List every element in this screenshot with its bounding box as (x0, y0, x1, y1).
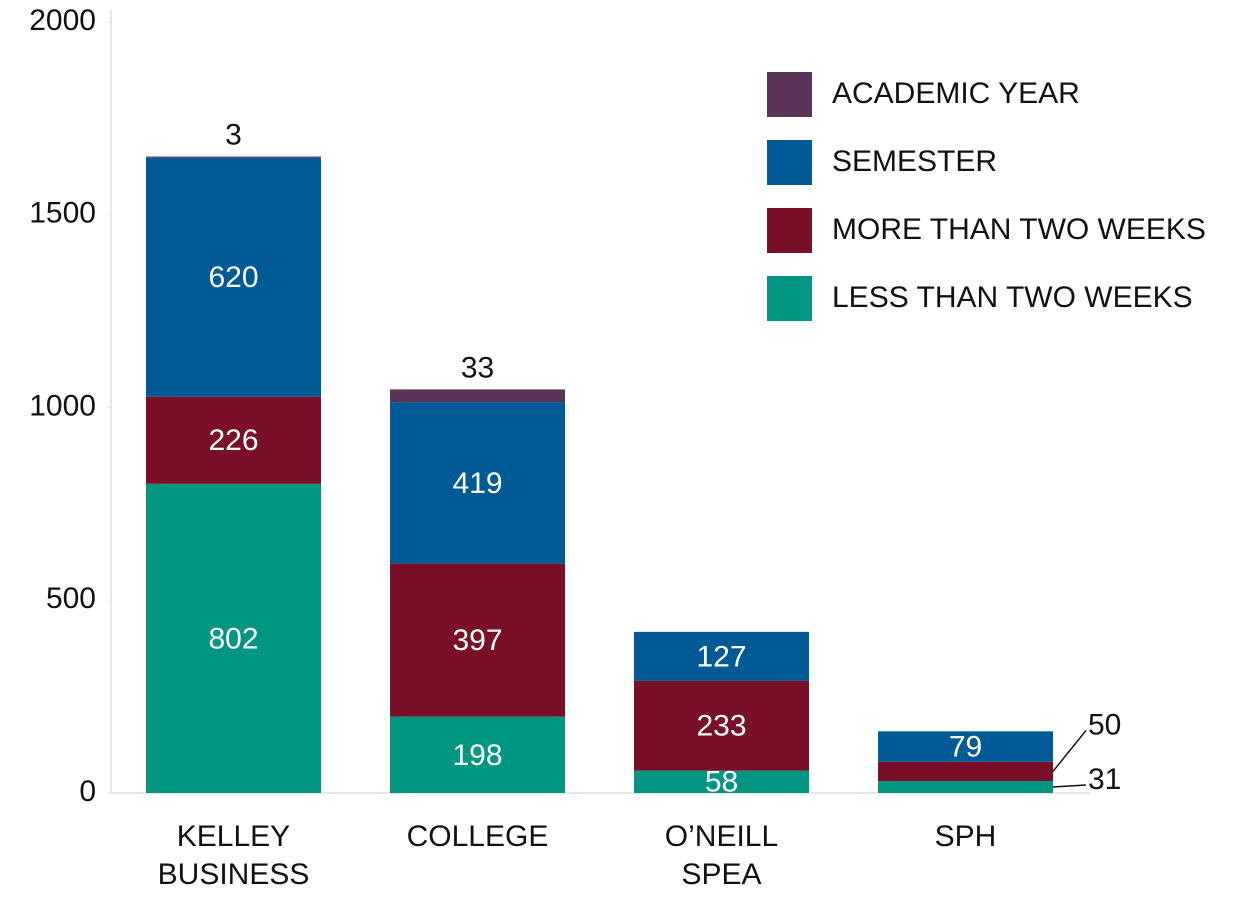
legend-label: LESS THAN TWO WEEKS (832, 281, 1193, 314)
legend-label: ACADEMIC YEAR (832, 77, 1080, 110)
bar-segment (146, 396, 321, 484)
bar-segment (634, 680, 809, 771)
data-label: 802 (208, 622, 258, 655)
y-tick-label: 1000 (29, 389, 96, 422)
legend-swatch (767, 276, 812, 321)
bar-segment (878, 761, 1053, 782)
legend-swatch (767, 208, 812, 253)
data-label: 33 (461, 351, 494, 384)
data-label: 233 (696, 710, 746, 743)
bar-segment (146, 483, 321, 793)
legend-label: MORE THAN TWO WEEKS (832, 213, 1206, 246)
data-label: 58 (705, 766, 738, 799)
data-label: 50 (1088, 708, 1121, 741)
bar-segment (878, 731, 1053, 762)
legend-label: SEMESTER (832, 145, 997, 178)
bar-segment (634, 631, 809, 681)
y-tick-label: 500 (46, 582, 96, 615)
legend-swatch (767, 72, 812, 117)
y-tick-label: 0 (79, 775, 96, 808)
x-tick-label: COLLEGE (407, 820, 549, 853)
legend-swatch (767, 140, 812, 185)
bar-segment (390, 563, 565, 717)
y-tick-label: 1500 (29, 197, 96, 230)
data-label: 419 (452, 467, 502, 500)
x-tick-label: KELLEY BUSINESS (158, 820, 310, 891)
data-label: 127 (696, 640, 746, 673)
bar-segment (878, 781, 1053, 793)
y-tick-label: 2000 (29, 4, 96, 37)
bar-segment (390, 716, 565, 793)
bar-segment (146, 157, 321, 397)
leader-line (1052, 784, 1087, 788)
data-label: 31 (1088, 763, 1121, 796)
data-label: 3 (225, 118, 242, 151)
bar-segment (146, 156, 321, 158)
leader-line (1052, 729, 1087, 772)
data-label: 226 (208, 424, 258, 457)
data-label: 397 (452, 624, 502, 657)
data-label: 198 (452, 739, 502, 772)
data-label: 620 (208, 261, 258, 294)
x-tick-label: O’NEILL SPEA (665, 820, 778, 891)
data-label: 79 (949, 730, 982, 763)
bar-segment (390, 389, 565, 403)
x-tick-label: SPH (935, 820, 997, 853)
bar-segment (390, 402, 565, 564)
bar-segment (634, 770, 809, 793)
